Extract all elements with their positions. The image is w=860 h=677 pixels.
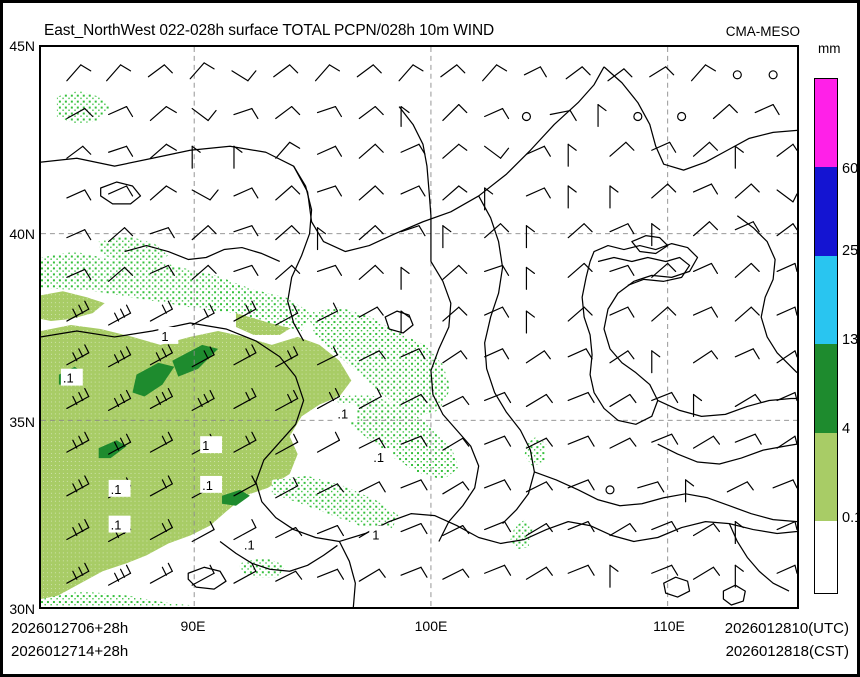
colorbar-band-4-13 — [815, 344, 837, 433]
svg-text:.1: .1 — [244, 537, 255, 552]
wind-barbs — [66, 62, 797, 588]
footer-init-utc: 2026012706+28h — [11, 620, 129, 637]
precip-shading-fringe — [41, 90, 547, 607]
colorbar-band-below — [815, 521, 837, 593]
colorbar-unit-label: mm — [818, 41, 841, 56]
page-title: East_NorthWest 022-028h surface TOTAL PC… — [44, 22, 495, 39]
colorbar-band-25-60 — [815, 167, 837, 256]
colorbar-tick-0.1: 0.1 — [842, 510, 860, 526]
map-plot-area[interactable]: .1 1 1 .1 .1 .1 .1 1 .1 .1 — [39, 45, 799, 609]
map-canvas: .1 1 1 .1 .1 .1 .1 1 .1 .1 — [41, 47, 797, 607]
colorbar-band-60plus — [815, 79, 837, 168]
colorbar-tick-60: 60 — [842, 161, 859, 177]
colorbar-tick-4: 4 — [842, 421, 851, 437]
y-tick-30n: 30N — [9, 601, 35, 617]
footer-init-cst: 2026012714+28h — [11, 643, 129, 660]
svg-text:1: 1 — [372, 527, 379, 542]
x-tick-90e: 90E — [180, 618, 206, 634]
colorbar-tick-13: 13 — [842, 332, 859, 348]
svg-text:.1: .1 — [337, 406, 348, 421]
svg-text:1: 1 — [202, 438, 209, 453]
colorbar-band-13-25 — [815, 255, 837, 345]
svg-text:.1: .1 — [111, 482, 122, 497]
colorbar-band-0.1-4 — [815, 432, 837, 522]
svg-text:1: 1 — [161, 329, 168, 344]
gridlines — [41, 47, 797, 607]
model-label: CMA-MESO — [725, 24, 800, 39]
svg-text:.1: .1 — [373, 450, 384, 465]
svg-text:.1: .1 — [63, 371, 74, 386]
x-tick-110e: 110E — [653, 618, 685, 634]
x-tick-100e: 100E — [414, 618, 448, 634]
svg-text:.1: .1 — [111, 518, 122, 533]
footer-valid-cst: 2026012818(CST) — [725, 643, 849, 660]
precip-shading-light — [41, 291, 352, 604]
colorbar-tick-25: 25 — [842, 243, 859, 259]
svg-text:.1: .1 — [202, 478, 213, 493]
y-tick-45n: 45N — [9, 38, 35, 54]
footer-valid-utc: 2026012810(UTC) — [724, 620, 849, 637]
contour-labels: .1 1 1 .1 .1 .1 .1 1 .1 .1 — [60, 327, 394, 552]
y-tick-35n: 35N — [9, 414, 35, 430]
y-tick-40n: 40N — [9, 226, 35, 242]
colorbar[interactable] — [814, 78, 838, 594]
map-boundaries — [41, 66, 797, 607]
